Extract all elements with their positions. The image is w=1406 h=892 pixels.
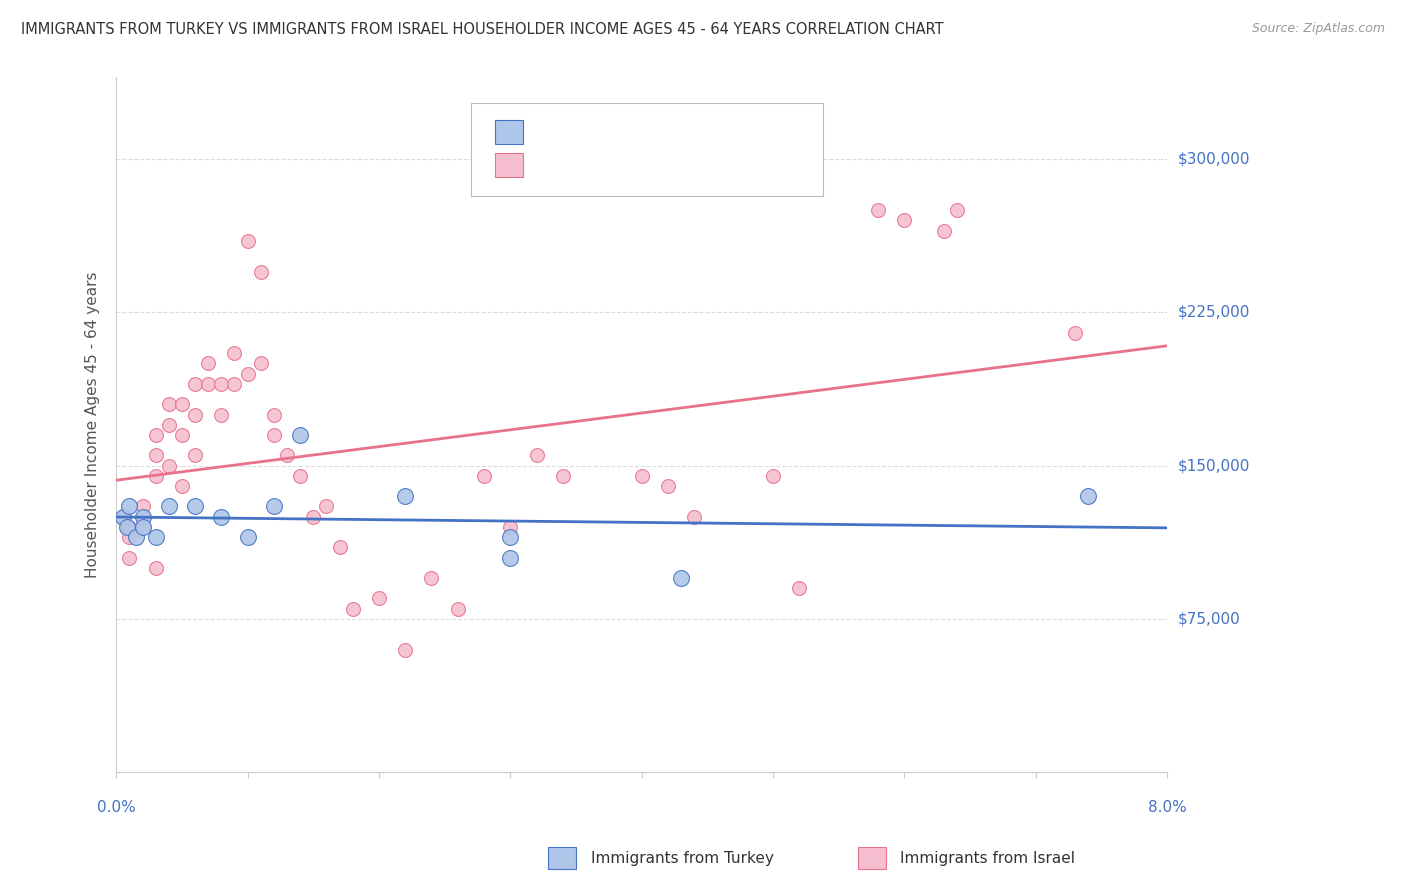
Point xyxy=(197,356,219,370)
Point xyxy=(170,428,193,442)
Point xyxy=(368,591,391,606)
Text: 0.112: 0.112 xyxy=(576,123,628,141)
Text: IMMIGRANTS FROM TURKEY VS IMMIGRANTS FROM ISRAEL HOUSEHOLDER INCOME AGES 45 - 64: IMMIGRANTS FROM TURKEY VS IMMIGRANTS FRO… xyxy=(21,22,943,37)
Text: Immigrants from Turkey: Immigrants from Turkey xyxy=(591,851,773,865)
Point xyxy=(131,520,153,534)
Point xyxy=(197,376,219,391)
Text: 8.0%: 8.0% xyxy=(1147,800,1187,815)
Point xyxy=(249,356,271,370)
Text: $75,000: $75,000 xyxy=(1177,611,1240,626)
Point xyxy=(276,449,298,463)
Point xyxy=(111,509,134,524)
Text: 57: 57 xyxy=(675,156,697,174)
Point xyxy=(288,468,311,483)
Point xyxy=(157,500,180,514)
Point xyxy=(157,417,180,432)
Point xyxy=(224,376,246,391)
Text: R =: R = xyxy=(534,123,571,141)
Point xyxy=(657,479,679,493)
Point xyxy=(329,541,352,555)
Point xyxy=(263,408,285,422)
Point xyxy=(157,458,180,473)
Point xyxy=(131,509,153,524)
Point xyxy=(787,581,810,595)
Text: $225,000: $225,000 xyxy=(1177,305,1250,320)
Text: 0.0%: 0.0% xyxy=(97,800,135,815)
Point xyxy=(145,468,167,483)
Point xyxy=(526,449,548,463)
Point xyxy=(762,468,785,483)
Point xyxy=(263,500,285,514)
Point xyxy=(263,428,285,442)
Point xyxy=(236,530,259,544)
Point xyxy=(946,203,969,218)
Point xyxy=(184,500,207,514)
Point xyxy=(209,408,232,422)
Point xyxy=(115,520,138,534)
Point xyxy=(184,449,207,463)
Point xyxy=(288,428,311,442)
Point xyxy=(145,449,167,463)
Point xyxy=(932,224,955,238)
Point xyxy=(499,520,522,534)
Text: 0.336: 0.336 xyxy=(576,156,628,174)
Point xyxy=(170,397,193,411)
Point xyxy=(145,530,167,544)
Point xyxy=(394,489,416,503)
Point xyxy=(118,520,141,534)
Text: Immigrants from Israel: Immigrants from Israel xyxy=(900,851,1074,865)
Point xyxy=(683,509,706,524)
Point xyxy=(131,509,153,524)
Point xyxy=(131,520,153,534)
Point xyxy=(184,408,207,422)
Point xyxy=(184,376,207,391)
Point xyxy=(249,264,271,278)
Point xyxy=(893,213,915,227)
Point xyxy=(499,550,522,565)
Point xyxy=(131,500,153,514)
Text: $300,000: $300,000 xyxy=(1177,152,1250,167)
Point xyxy=(115,520,138,534)
Point xyxy=(302,509,325,524)
Point xyxy=(209,509,232,524)
Point xyxy=(236,367,259,381)
Text: $150,000: $150,000 xyxy=(1177,458,1250,473)
Point xyxy=(118,530,141,544)
Point xyxy=(1077,489,1099,503)
Point xyxy=(125,530,148,544)
Point xyxy=(394,642,416,657)
Point xyxy=(209,376,232,391)
Point xyxy=(669,571,692,585)
Text: Source: ZipAtlas.com: Source: ZipAtlas.com xyxy=(1251,22,1385,36)
Point xyxy=(118,550,141,565)
Point xyxy=(236,234,259,248)
Point xyxy=(170,479,193,493)
Text: R =: R = xyxy=(534,156,571,174)
Point xyxy=(342,601,364,615)
Point xyxy=(551,468,574,483)
Point xyxy=(145,561,167,575)
Point xyxy=(224,346,246,360)
Text: 18: 18 xyxy=(675,123,697,141)
Point xyxy=(315,500,337,514)
Y-axis label: Householder Income Ages 45 - 64 years: Householder Income Ages 45 - 64 years xyxy=(86,271,100,578)
Point xyxy=(868,203,890,218)
Point xyxy=(111,509,134,524)
Point xyxy=(145,428,167,442)
Text: N =: N = xyxy=(630,156,678,174)
Point xyxy=(118,500,141,514)
Point xyxy=(157,397,180,411)
Text: N =: N = xyxy=(630,123,678,141)
Point xyxy=(1064,326,1087,340)
Point xyxy=(447,601,470,615)
Point xyxy=(420,571,443,585)
Point xyxy=(472,468,495,483)
Point xyxy=(499,530,522,544)
Point xyxy=(630,468,652,483)
